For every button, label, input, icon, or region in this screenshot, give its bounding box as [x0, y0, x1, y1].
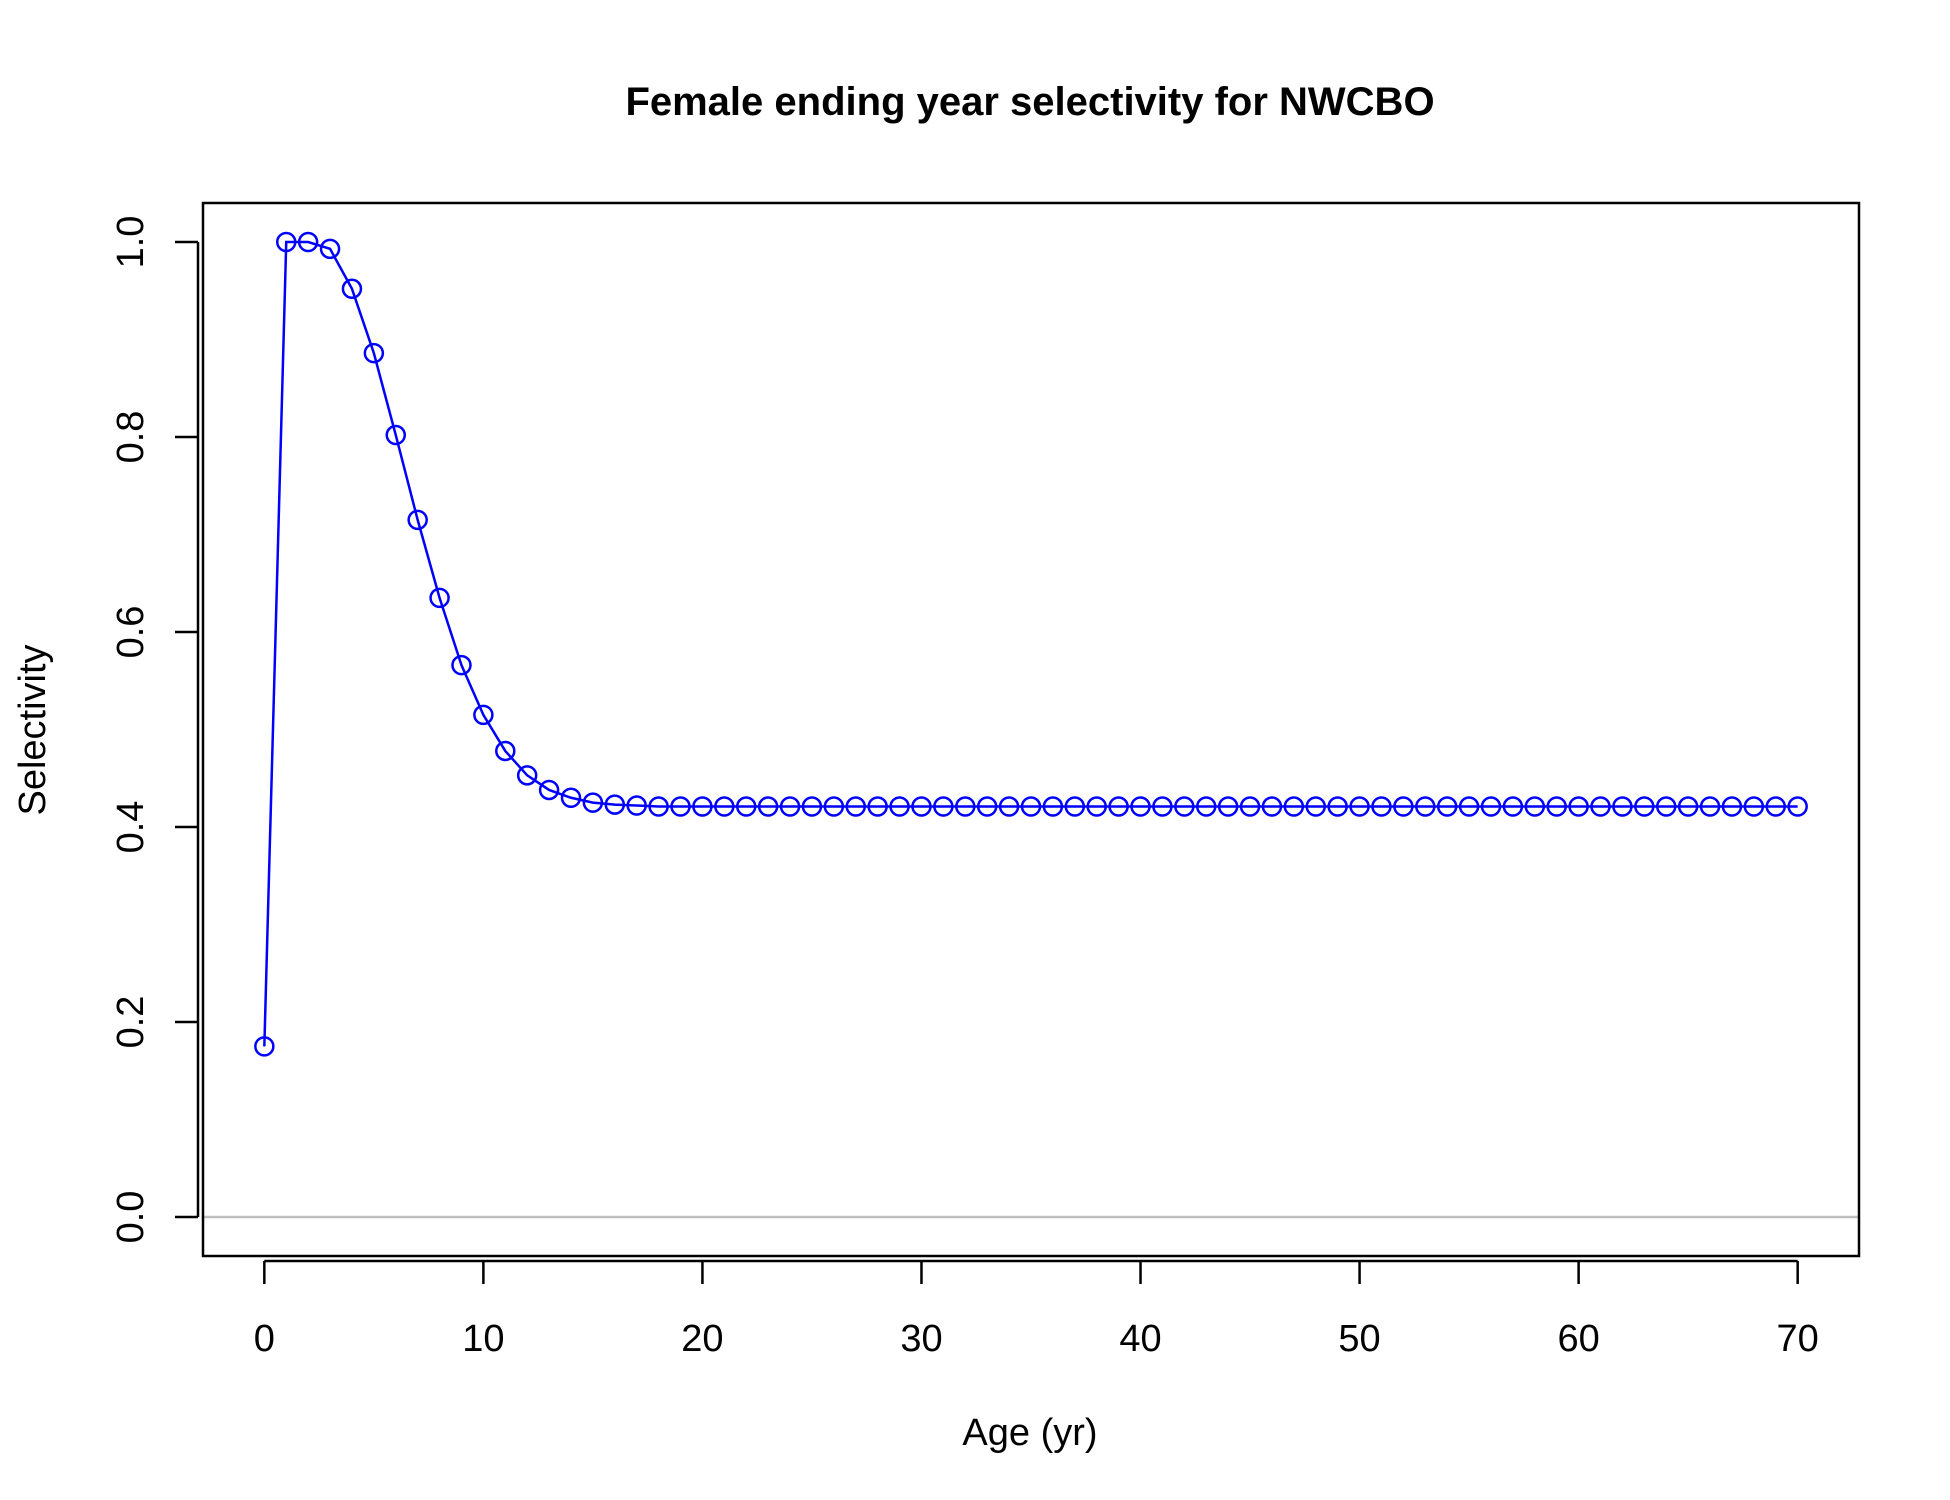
- data-point: [1568, 796, 1589, 817]
- data-point: [407, 509, 428, 531]
- x-tick-label: 0: [254, 1318, 275, 1360]
- data-point: [1721, 796, 1743, 817]
- data-point: [670, 796, 691, 817]
- data-point: [1283, 796, 1305, 817]
- data-point: [604, 794, 626, 815]
- data-point: [1020, 796, 1042, 817]
- data-point: [714, 796, 735, 817]
- y-tick-label: 0.8: [110, 411, 152, 464]
- data-point: [275, 231, 297, 253]
- y-tick-label: 0.6: [110, 606, 152, 659]
- data-point: [1393, 796, 1414, 817]
- y-tick-label: 0.0: [110, 1191, 152, 1244]
- y-tick-label: 0.2: [110, 996, 152, 1049]
- data-point: [538, 779, 560, 801]
- data-point: [1152, 796, 1173, 817]
- series-line: [263, 240, 1798, 1047]
- data-point: [1108, 796, 1129, 817]
- data-point: [341, 278, 363, 300]
- data-point: [933, 796, 954, 817]
- data-point: [582, 792, 604, 813]
- x-tick-label: 60: [1557, 1318, 1599, 1360]
- data-point: [1677, 796, 1699, 817]
- data-point: [254, 1036, 275, 1057]
- data-point: [451, 654, 472, 676]
- data-point: [1765, 796, 1787, 817]
- data-point: [648, 796, 669, 817]
- x-tick-label: 50: [1338, 1318, 1380, 1360]
- data-point: [1612, 796, 1633, 817]
- y-tick-label: 0.4: [110, 801, 152, 854]
- data-point: [385, 424, 407, 446]
- data-point: [1195, 796, 1217, 817]
- data-point: [735, 796, 757, 817]
- x-tick-label: 20: [681, 1318, 723, 1360]
- x-tick-label: 30: [900, 1318, 942, 1360]
- data-point: [1086, 796, 1107, 817]
- data-point: [1655, 796, 1677, 817]
- data-point: [1502, 796, 1524, 817]
- data-point: [911, 796, 932, 817]
- x-tick-label: 70: [1777, 1318, 1819, 1360]
- data-point: [757, 796, 779, 817]
- data-point: [1349, 796, 1370, 817]
- data-point: [845, 796, 867, 817]
- y-tick-label: 1.0: [110, 216, 152, 269]
- x-axis: 0 10 20 30 40 50 60 70: [254, 1259, 1819, 1360]
- data-point: [516, 765, 538, 786]
- data-point: [779, 796, 801, 817]
- data-point: [823, 796, 845, 817]
- x-tick-label: 10: [462, 1318, 504, 1360]
- data-point: [1217, 796, 1239, 817]
- data-point: [1305, 796, 1327, 817]
- x-axis-label: Age (yr): [962, 1412, 1097, 1454]
- data-point: [363, 342, 385, 364]
- data-point: [429, 587, 450, 609]
- data-point: [976, 796, 998, 817]
- data-point: [626, 795, 647, 816]
- data-point: [1524, 796, 1546, 817]
- data-point: [1371, 796, 1392, 817]
- data-point: [473, 704, 494, 726]
- data-point: [560, 787, 582, 808]
- plot-frame: [201, 201, 1861, 1258]
- data-point: [867, 796, 888, 817]
- data-point: [692, 796, 713, 817]
- x-tick-label: 40: [1119, 1318, 1161, 1360]
- series-layer: [254, 231, 1808, 1057]
- data-point: [1590, 796, 1611, 817]
- data-point: [955, 796, 976, 817]
- data-point: [319, 238, 341, 260]
- data-point: [1042, 796, 1064, 817]
- data-point: [1743, 796, 1765, 817]
- data-point: [1480, 796, 1502, 817]
- data-point: [1064, 796, 1086, 817]
- data-point: [889, 796, 910, 817]
- data-point: [1415, 796, 1436, 817]
- data-point: [1546, 796, 1567, 817]
- data-point: [998, 796, 1020, 817]
- data-point: [1436, 796, 1458, 817]
- data-point: [1130, 796, 1151, 817]
- y-axis-label: Selectivity: [12, 644, 54, 815]
- data-point: [1327, 796, 1348, 817]
- data-point: [297, 231, 319, 253]
- chart-title: Female ending year selectivity for NWCBO: [625, 80, 1434, 124]
- data-point: [1787, 796, 1808, 817]
- data-point: [801, 796, 823, 817]
- data-point: [1174, 796, 1195, 817]
- data-point: [495, 740, 516, 762]
- data-point: [1239, 796, 1261, 817]
- y-axis: 0.0 0.2 0.4 0.6 0.8 1.0: [110, 216, 200, 1244]
- data-point: [1634, 796, 1655, 817]
- data-point: [1699, 796, 1721, 817]
- data-point: [1458, 796, 1480, 817]
- data-point: [1261, 796, 1283, 817]
